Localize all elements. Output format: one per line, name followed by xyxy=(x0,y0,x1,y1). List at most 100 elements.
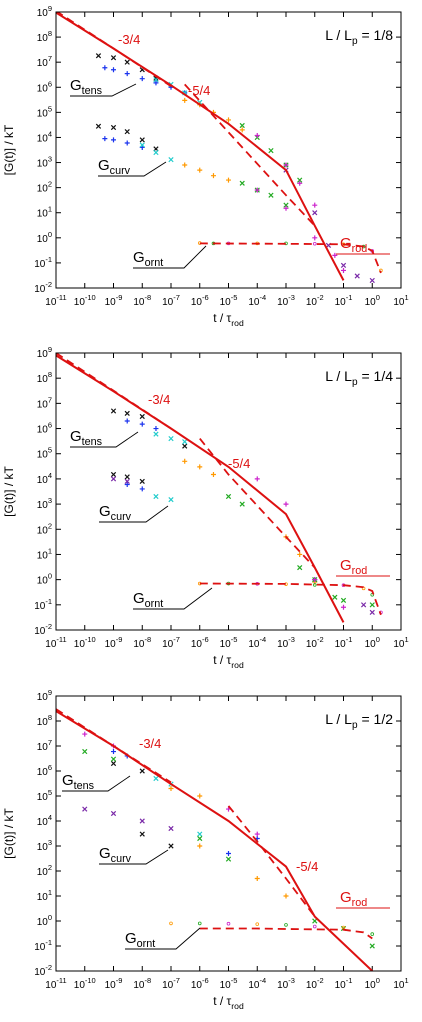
series-4 xyxy=(182,458,318,585)
data-point xyxy=(139,413,145,420)
data-point xyxy=(124,481,130,487)
x-tick-exp: -1 xyxy=(346,635,353,644)
label-g-rod-sub: rod xyxy=(352,897,368,909)
y-tick-base: 10 xyxy=(37,767,49,778)
panel-title-rest: = 1/8 xyxy=(358,27,394,43)
x-tick-base: 10 xyxy=(306,297,318,308)
x-tick-label: 10-7 xyxy=(162,293,180,308)
data-point xyxy=(254,187,260,193)
y-tick-base: 10 xyxy=(37,209,49,220)
x-tick-base: 10 xyxy=(365,980,377,991)
y-tick-base: 10 xyxy=(34,259,46,270)
y-tick-label: 106 xyxy=(37,763,52,778)
y-tick-label: 100 xyxy=(37,230,52,245)
chart-panel-2: 10-11 10-10 10-9 10-8 10-7 10-6 10-5 10-4 10-3 10… xyxy=(2,345,409,670)
x-tick-base: 10 xyxy=(133,639,145,650)
x-tick-exp: -3 xyxy=(288,976,295,985)
x-tick-label: 10-9 xyxy=(105,293,123,308)
x-tick-label: 10-5 xyxy=(220,293,238,308)
x-tick-base: 10 xyxy=(74,980,86,991)
data-point xyxy=(139,486,145,492)
y-tick-exp: 7 xyxy=(48,54,52,63)
label-g-rod-main: G xyxy=(340,557,352,574)
x-tick-base: 10 xyxy=(162,980,174,991)
ornt-point xyxy=(284,923,288,927)
label-g-rod: Grod xyxy=(340,557,367,577)
plot-frame xyxy=(55,11,402,289)
theory-line-2 xyxy=(56,353,172,430)
x-tick-exp: 0 xyxy=(376,293,380,302)
series-3 xyxy=(153,431,188,503)
x-tick-base: 10 xyxy=(162,297,174,308)
y-tick-exp: 8 xyxy=(48,29,52,38)
y-tick-exp: 4 xyxy=(48,813,52,822)
y-tick-label: 100 xyxy=(37,572,52,587)
slope-label-early: -3/4 xyxy=(118,32,140,47)
slope-label-early: -3/4 xyxy=(139,736,161,751)
plot-data xyxy=(56,12,383,284)
theory-line-1 xyxy=(56,12,345,281)
series-6 xyxy=(254,476,346,610)
x-tick-exp: -11 xyxy=(56,976,66,985)
data-point xyxy=(354,273,360,279)
y-tick-exp: 1 xyxy=(48,546,52,555)
data-point xyxy=(139,76,145,82)
theory-line-1 xyxy=(56,710,373,971)
data-point xyxy=(226,117,231,123)
y-tick-label: 101 xyxy=(37,205,52,220)
x-tick-exp: -3 xyxy=(288,635,295,644)
data-point xyxy=(182,443,188,449)
data-point xyxy=(168,157,174,163)
y-tick-exp: 6 xyxy=(48,763,52,772)
y-tick-label: 101 xyxy=(37,546,52,561)
y-tick-base: 10 xyxy=(37,184,49,195)
series-2 xyxy=(124,418,318,583)
y-tick-exp: 9 xyxy=(48,688,52,697)
data-point xyxy=(226,851,231,857)
data-point xyxy=(297,177,303,183)
data-point xyxy=(332,252,338,258)
data-point xyxy=(82,731,88,737)
ornt-point xyxy=(370,932,375,936)
data-point xyxy=(139,137,145,143)
x-tick-exp: -7 xyxy=(173,293,180,302)
x-tick-label: 100 xyxy=(365,293,380,308)
data-point xyxy=(210,173,216,179)
data-point xyxy=(110,760,117,767)
ornt-point xyxy=(169,921,173,926)
y-tick-exp: 3 xyxy=(48,838,52,847)
data-point xyxy=(110,408,117,414)
data-point xyxy=(283,893,289,899)
y-tick-exp: 5 xyxy=(48,446,52,455)
y-tick-exp: 0 xyxy=(48,913,52,922)
label-g-tens: Gtens xyxy=(62,772,95,792)
x-tick-base: 10 xyxy=(248,639,260,650)
leader-ornt xyxy=(125,927,201,950)
x-tick-label: 10-2 xyxy=(306,976,324,991)
leader-tens xyxy=(70,431,139,448)
data-point xyxy=(153,431,159,437)
data-point xyxy=(124,474,130,480)
y-tick-base: 10 xyxy=(37,892,49,903)
data-point xyxy=(197,831,203,837)
data-point xyxy=(139,421,145,427)
y-tick-base: 10 xyxy=(37,450,49,461)
y-tick-base: 10 xyxy=(37,917,49,928)
data-point xyxy=(297,180,303,186)
y-tick-label: 106 xyxy=(37,79,52,94)
x-tick-exp: 1 xyxy=(404,293,408,302)
x-tick-base: 10 xyxy=(365,297,377,308)
label-g-curv-sub: curv xyxy=(110,165,131,177)
y-tick-base: 10 xyxy=(37,33,49,44)
y-tick-base: 10 xyxy=(37,550,49,561)
x-tick-exp: -11 xyxy=(56,635,66,644)
y-tick-label: 109 xyxy=(37,345,52,360)
x-tick-exp: -5 xyxy=(231,293,238,302)
leader-curv xyxy=(99,849,169,865)
y-tick-base: 10 xyxy=(37,374,49,385)
x-axis-label-sub: rod xyxy=(231,660,244,670)
panel-title-sub: p xyxy=(352,36,358,47)
y-tick-base: 10 xyxy=(37,133,49,144)
y-tick-exp: 8 xyxy=(48,370,52,379)
theory-line-3 xyxy=(199,438,316,569)
